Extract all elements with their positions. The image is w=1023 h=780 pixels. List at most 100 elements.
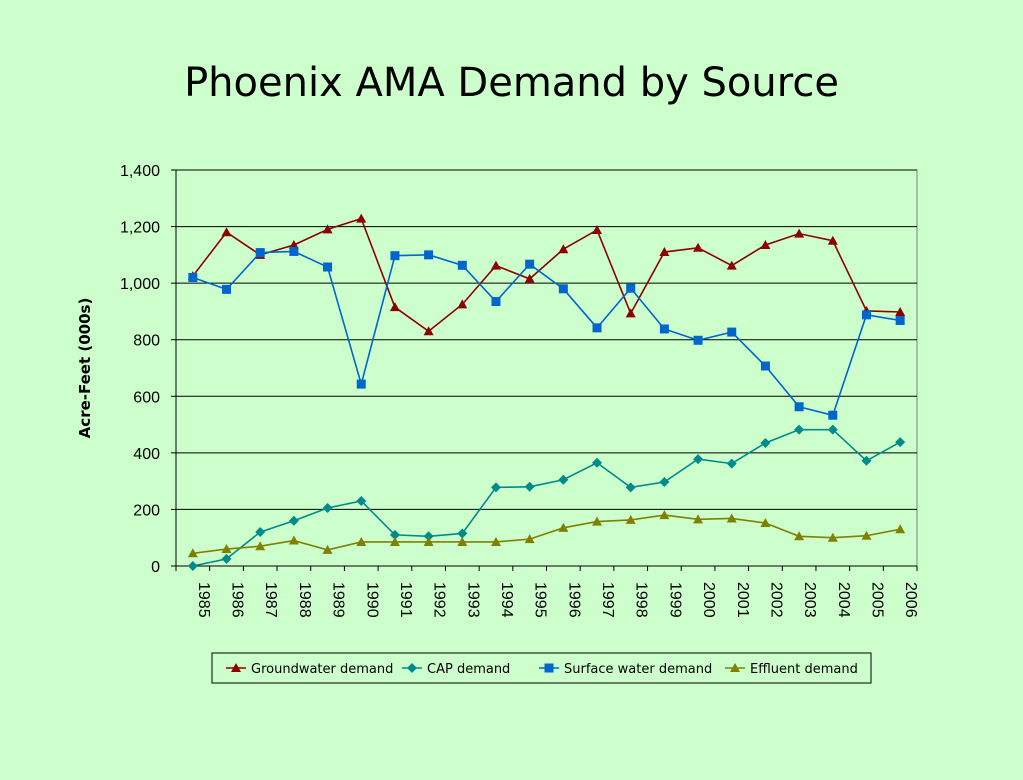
data-point — [558, 284, 568, 294]
chart-title: Phoenix AMA Demand by Source — [184, 60, 839, 106]
data-point — [356, 495, 367, 506]
x-tick-label: 1998 — [633, 582, 650, 618]
y-tick-label: 1,200 — [120, 220, 160, 237]
data-point — [592, 224, 603, 234]
legend-item: Groundwater demand — [226, 662, 393, 677]
y-tick-label: 1,400 — [120, 163, 160, 180]
x-tick-labels: 1985 1986 1987 1988 1989 1990 1991 1992 1993 1994… — [195, 582, 919, 618]
data-point — [524, 534, 535, 544]
x-tick-label: 2001 — [734, 582, 751, 618]
data-point — [625, 514, 636, 524]
legend: Groundwater demand CAP demand Surface wate… — [211, 652, 872, 684]
data-point — [322, 503, 333, 514]
data-point — [592, 323, 602, 333]
data-point — [895, 306, 906, 316]
x-tick-label: 2003 — [801, 582, 818, 618]
x-tick-label: 2000 — [700, 582, 717, 618]
series-line — [192, 250, 901, 417]
data-point — [524, 273, 535, 283]
data-point — [794, 228, 805, 238]
data-point — [625, 482, 636, 493]
data-point — [255, 541, 266, 551]
data-point — [187, 548, 198, 558]
data-point — [525, 259, 535, 269]
series-line — [192, 217, 901, 333]
data-point — [323, 262, 333, 272]
data-point — [423, 326, 434, 336]
data-point — [659, 510, 670, 520]
x-tick-label: 2005 — [868, 582, 885, 618]
data-point — [322, 224, 333, 234]
x-tick-label: 1988 — [296, 582, 313, 618]
data-point — [558, 244, 569, 254]
y-axis-title: Acre-Feet (000s) — [76, 298, 94, 439]
data-point — [457, 299, 468, 309]
data-point — [356, 213, 367, 223]
data-point — [727, 327, 737, 337]
y-tick-label: 600 — [133, 389, 160, 406]
data-point — [794, 402, 804, 412]
data-point — [424, 250, 434, 260]
data-point — [659, 247, 670, 257]
x-tick-label: 1994 — [498, 582, 515, 618]
series-line — [192, 428, 901, 567]
data-point — [221, 227, 232, 237]
data-point — [457, 260, 467, 270]
legend-item: CAP demand — [402, 662, 510, 677]
x-tick-label: 1999 — [666, 582, 683, 618]
x-tick-label: 1992 — [431, 582, 448, 618]
y-tick-label: 1,000 — [120, 276, 160, 293]
data-point — [659, 324, 669, 334]
data-point — [490, 536, 501, 546]
x-tick-label: 1993 — [464, 582, 481, 618]
series-line — [192, 514, 901, 555]
data-point — [356, 379, 366, 389]
series-3 — [187, 510, 906, 558]
data-point — [221, 553, 232, 564]
data-point — [558, 474, 569, 485]
data-point — [457, 536, 468, 546]
data-point — [221, 544, 232, 554]
data-point — [289, 246, 299, 256]
y-tick-label: 0 — [151, 559, 160, 576]
x-tick-label: 1989 — [330, 582, 347, 618]
data-point — [423, 531, 434, 542]
y-tick-labels: 0 200 400 600 800 1,000 1,200 1,400 — [120, 163, 160, 576]
data-point — [861, 530, 872, 540]
data-point — [861, 310, 871, 320]
legend-marker — [407, 663, 417, 673]
x-tick-label: 1990 — [363, 582, 380, 618]
x-tick-label: 1991 — [397, 582, 414, 618]
data-point — [356, 536, 367, 546]
data-point — [188, 272, 198, 282]
x-tick-label: 2004 — [835, 582, 852, 618]
data-point — [457, 528, 468, 539]
x-tick-label: 1995 — [532, 582, 549, 618]
legend-label: Effluent demand — [750, 662, 858, 677]
data-point — [558, 522, 569, 532]
data-point — [288, 239, 299, 249]
data-point — [895, 524, 906, 534]
series-layer — [187, 213, 906, 571]
x-tick-label: 1986 — [229, 582, 246, 618]
legend-item: Surface water demand — [539, 662, 712, 677]
data-point — [423, 536, 434, 546]
data-point — [895, 437, 906, 448]
y-tick-label: 800 — [133, 333, 160, 350]
data-point — [389, 536, 400, 546]
data-point — [490, 260, 501, 270]
legend-label: CAP demand — [427, 662, 510, 677]
data-point — [760, 361, 770, 371]
data-point — [490, 482, 501, 493]
data-point — [592, 516, 603, 526]
data-point — [626, 283, 636, 293]
data-point — [760, 239, 771, 249]
data-point — [895, 315, 905, 325]
y-tick-label: 400 — [133, 446, 160, 463]
series-2 — [188, 246, 905, 420]
x-tick-label: 1987 — [262, 582, 279, 618]
data-point — [187, 561, 198, 571]
data-point — [794, 531, 805, 541]
data-point — [255, 248, 265, 258]
data-point — [827, 235, 838, 245]
